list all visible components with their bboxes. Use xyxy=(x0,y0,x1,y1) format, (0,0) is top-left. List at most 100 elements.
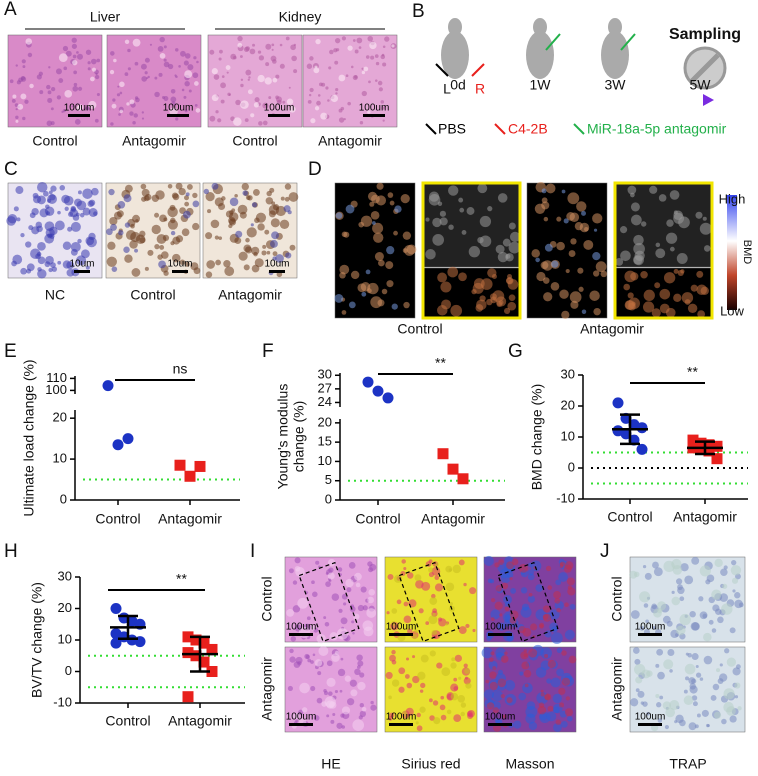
image-texture xyxy=(542,260,553,271)
image-texture xyxy=(497,193,508,203)
image-texture xyxy=(313,67,320,74)
image-texture xyxy=(66,268,75,277)
image-texture xyxy=(359,672,365,678)
image-texture xyxy=(521,661,530,670)
image-texture xyxy=(293,69,298,74)
data-point xyxy=(695,443,707,455)
image-texture xyxy=(178,187,186,196)
image-texture xyxy=(341,706,351,715)
image-texture xyxy=(579,222,590,233)
image-texture xyxy=(169,107,178,116)
image-texture xyxy=(513,720,522,729)
image-texture xyxy=(310,118,316,124)
image-texture xyxy=(497,678,507,688)
image-texture xyxy=(687,303,698,314)
image-texture xyxy=(380,100,385,104)
image-texture xyxy=(715,668,721,673)
image-texture xyxy=(663,659,674,670)
image-texture xyxy=(272,77,278,83)
image-texture xyxy=(498,559,504,565)
image-texture xyxy=(58,78,64,83)
image-texture xyxy=(43,190,49,197)
image-texture xyxy=(123,194,132,203)
image-texture xyxy=(46,84,51,90)
image-texture xyxy=(593,228,598,232)
image-texture xyxy=(243,244,252,253)
image-texture xyxy=(266,250,271,255)
image-texture xyxy=(154,76,158,80)
image-texture xyxy=(50,107,54,111)
row-label: Antagomir xyxy=(609,657,625,721)
image-texture xyxy=(679,613,691,626)
data-point xyxy=(122,433,134,445)
image-texture xyxy=(385,261,394,270)
image-texture xyxy=(429,597,438,605)
row-label: Control xyxy=(609,576,625,621)
x-tick-label: Control xyxy=(105,713,150,729)
image-texture xyxy=(412,675,420,684)
image-texture xyxy=(673,293,682,303)
image-texture xyxy=(378,87,383,92)
image-texture xyxy=(279,63,285,69)
image-texture xyxy=(111,266,118,272)
image-texture xyxy=(320,112,328,120)
image-texture xyxy=(680,563,689,572)
image-texture xyxy=(699,222,712,235)
image-texture xyxy=(714,558,723,568)
data-point xyxy=(194,460,206,472)
image-texture xyxy=(565,268,570,274)
image-texture xyxy=(450,304,463,317)
image-texture xyxy=(289,656,296,663)
image-texture xyxy=(520,587,528,594)
image-texture xyxy=(312,653,316,657)
side-label: L xyxy=(443,81,451,97)
image-texture xyxy=(72,59,78,66)
sampling-title: Sampling xyxy=(669,26,741,43)
image-texture xyxy=(335,92,338,95)
image-texture xyxy=(361,70,366,75)
image-texture xyxy=(368,80,371,84)
image-texture xyxy=(722,583,728,589)
image-texture xyxy=(184,80,190,87)
image-texture xyxy=(473,278,485,289)
image-texture xyxy=(154,91,160,98)
image-texture xyxy=(171,192,179,199)
image-texture xyxy=(434,562,439,567)
image-texture xyxy=(315,560,320,565)
image-texture xyxy=(289,648,294,654)
image-texture xyxy=(627,185,637,195)
image-texture xyxy=(688,677,696,685)
image-texture xyxy=(656,702,662,708)
scale-label: 100um xyxy=(635,712,666,723)
image-texture xyxy=(373,232,384,243)
image-texture xyxy=(49,226,58,236)
image-texture xyxy=(734,682,741,689)
image-texture xyxy=(389,712,395,718)
image-texture xyxy=(241,182,249,191)
scale-label: 100um xyxy=(386,712,417,723)
image-texture xyxy=(487,206,493,212)
y-tick-label: 20 xyxy=(318,414,332,429)
image-texture xyxy=(290,636,297,642)
image-texture xyxy=(710,695,717,701)
image-texture xyxy=(275,74,280,79)
y-tick-label: 0 xyxy=(325,491,332,506)
image-texture xyxy=(192,72,199,79)
image-texture xyxy=(487,578,493,584)
image-texture xyxy=(247,78,250,81)
image-texture xyxy=(321,82,326,87)
image-texture xyxy=(393,230,398,236)
image-texture xyxy=(270,239,278,248)
image-texture xyxy=(635,676,643,684)
image-texture xyxy=(70,207,77,213)
image-texture xyxy=(382,45,386,49)
image-texture xyxy=(188,89,192,93)
image-texture xyxy=(711,589,722,600)
image-texture xyxy=(565,696,570,701)
significance-label: ** xyxy=(435,355,446,371)
image-texture xyxy=(561,310,570,319)
image-texture xyxy=(694,724,699,729)
timepoint: 3W xyxy=(605,77,627,93)
image-texture xyxy=(408,599,417,608)
image-texture xyxy=(691,653,699,661)
